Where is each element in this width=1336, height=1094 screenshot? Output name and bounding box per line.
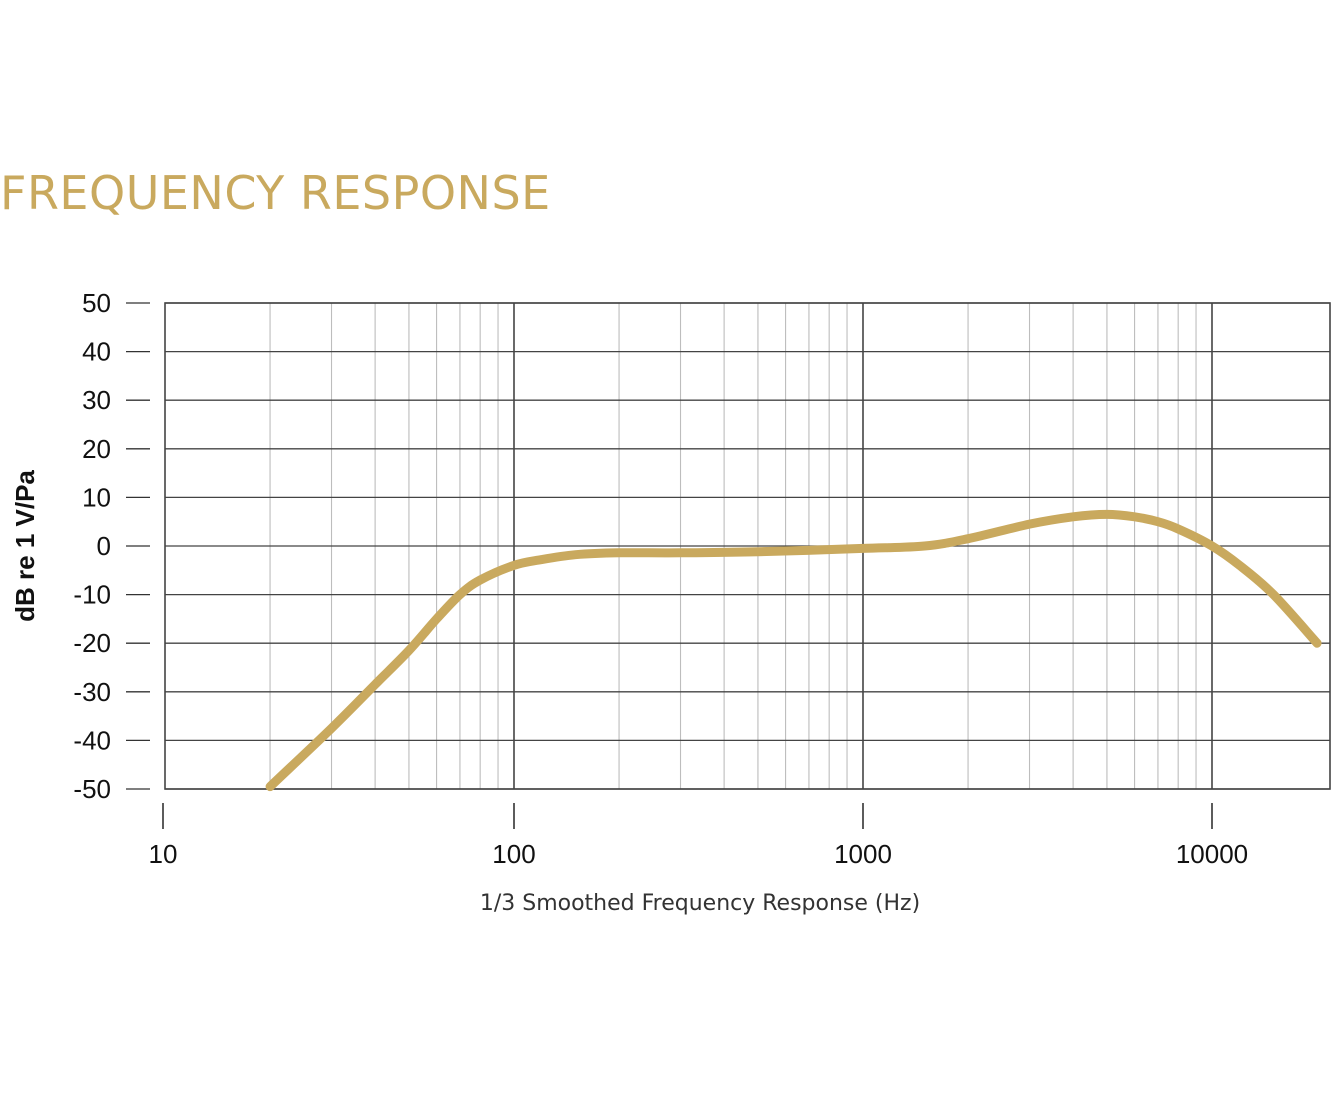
response-curve <box>265 509 1322 792</box>
series-layer <box>265 509 1322 792</box>
x-axis: 10 100 1000 10000 <box>149 803 1248 869</box>
y-tick-label: 30 <box>82 385 111 415</box>
y-tick-label: -40 <box>73 725 111 755</box>
x-tick-label: 10 <box>149 839 178 869</box>
y-tick-label: -50 <box>73 774 111 804</box>
plot-border <box>164 302 1331 790</box>
x-tick-label: 1000 <box>834 839 892 869</box>
y-tick-label: -20 <box>73 628 111 658</box>
page-title: FREQUENCY RESPONSE <box>0 166 551 220</box>
y-tick-label: -30 <box>73 677 111 707</box>
x-tick-label: 100 <box>492 839 535 869</box>
y-axis-label: dB re 1 V/Pa <box>10 470 40 622</box>
y-axis: 50 40 30 20 10 0 -10 -20 -30 -40 -50 <box>73 288 150 804</box>
y-tick-label: 50 <box>82 288 111 318</box>
y-tick-label: 0 <box>97 531 111 561</box>
y-tick-label: 20 <box>82 434 111 464</box>
x-tick-label: 10000 <box>1176 839 1248 869</box>
y-tick-label: 10 <box>82 482 111 512</box>
y-tick-label: -10 <box>73 580 111 610</box>
plot-frame <box>164 302 1331 790</box>
x-axis-label: 1/3 Smoothed Frequency Response (Hz) <box>480 891 920 916</box>
y-tick-label: 40 <box>82 337 111 367</box>
